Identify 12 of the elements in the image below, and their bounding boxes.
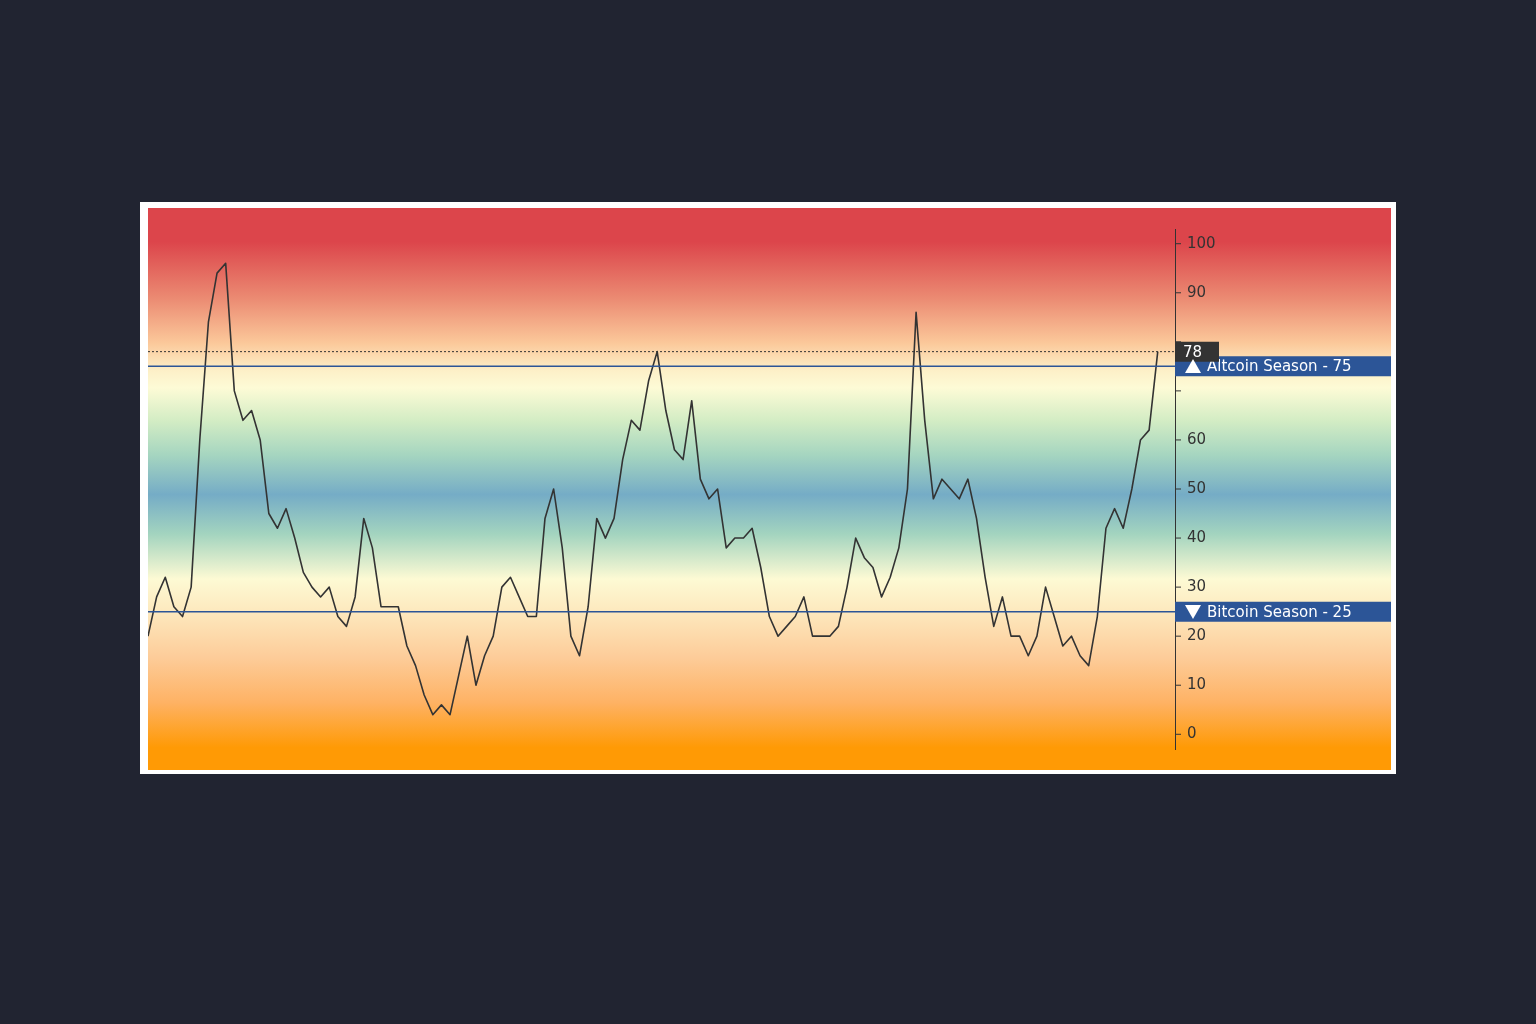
y-tick-label: 10 <box>1187 675 1207 694</box>
y-tick-label: 50 <box>1187 478 1207 497</box>
ref-line-label: Bitcoin Season - 25 <box>1207 602 1352 621</box>
ref-line-label: 78 <box>1183 342 1203 361</box>
y-tick-label: 0 <box>1187 724 1197 743</box>
y-tick-label: 30 <box>1187 577 1207 595</box>
y-tick-label: 20 <box>1187 626 1207 645</box>
y-tick-label: 100 <box>1187 233 1216 252</box>
ref-line-label: Altcoin Season - 75 <box>1207 357 1352 376</box>
y-tick-label: 90 <box>1187 282 1207 301</box>
y-tick-label: 60 <box>1187 429 1207 448</box>
y-tick-label: 40 <box>1187 527 1207 546</box>
